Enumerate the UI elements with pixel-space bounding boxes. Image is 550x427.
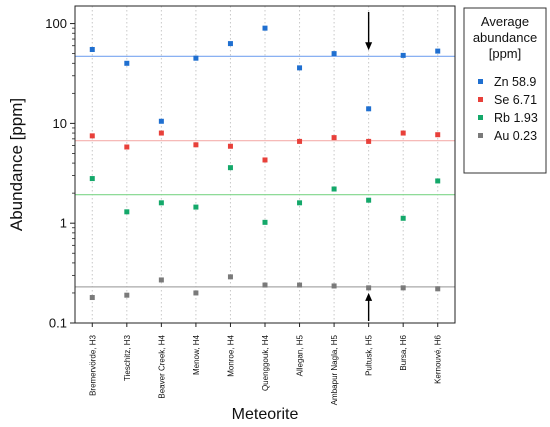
- point-au: [158, 277, 164, 283]
- point-se: [89, 133, 95, 139]
- point-zn: [262, 25, 268, 31]
- point-au: [89, 295, 95, 301]
- point-se: [262, 157, 268, 163]
- x-tick-label: Ambapur Nagla, H5: [330, 334, 339, 405]
- y-tick-label: 10: [53, 116, 67, 131]
- y-tick-label: 100: [45, 16, 67, 31]
- legend-marker-zn: [478, 79, 483, 84]
- point-zn: [227, 41, 233, 47]
- x-axis-label: Meteorite: [232, 406, 299, 423]
- legend-title: [ppm]: [489, 46, 522, 61]
- point-zn: [89, 46, 95, 52]
- y-tick-label: 1: [60, 216, 67, 231]
- legend-label-se: Se 6.71: [494, 93, 537, 107]
- y-axis: 0.1 1 10 100: [45, 16, 75, 331]
- y-axis-label: Abundance [ppm]: [7, 98, 26, 231]
- point-au: [262, 282, 268, 288]
- point-rb: [297, 200, 303, 206]
- point-rb: [366, 197, 372, 203]
- point-se: [366, 138, 372, 144]
- point-au: [297, 282, 303, 288]
- point-rb: [89, 176, 95, 182]
- point-se: [124, 144, 130, 150]
- point-rb: [158, 200, 164, 206]
- point-au: [227, 274, 233, 280]
- point-se: [435, 132, 441, 138]
- point-zn: [297, 65, 303, 71]
- x-tick-label: Beaver Creek, H4: [157, 334, 166, 398]
- point-se: [193, 142, 199, 148]
- point-rb: [227, 165, 233, 171]
- legend-label-au: Au 0.23: [494, 129, 537, 143]
- grid-lines: [91, 6, 439, 323]
- x-tick-label: Tieschitz, H3: [123, 334, 132, 380]
- point-rb: [400, 215, 406, 221]
- point-se: [158, 130, 164, 136]
- arrow-up-head: [365, 292, 373, 301]
- point-rb: [435, 178, 441, 184]
- point-zn: [158, 118, 164, 124]
- x-tick-label: Menow, H4: [192, 334, 201, 375]
- point-zn: [124, 60, 130, 66]
- x-tick-label: Monroe, H4: [226, 334, 235, 376]
- point-se: [400, 130, 406, 136]
- x-tick-label: Kernouvé, H6: [434, 334, 443, 383]
- x-tick-label: Bremervörde, H3: [88, 334, 97, 395]
- y-tick-label: 0.1: [49, 316, 67, 331]
- point-rb: [193, 204, 199, 210]
- point-au: [435, 286, 441, 292]
- legend-marker-rb: [478, 115, 483, 120]
- legend-label-zn: Zn 58.9: [494, 75, 536, 89]
- legend-label-rb: Rb 1.93: [494, 111, 538, 125]
- point-au: [124, 292, 130, 298]
- annotation-arrows: [365, 12, 373, 321]
- legend-title: Average: [481, 14, 529, 29]
- point-rb: [331, 186, 337, 192]
- point-rb: [262, 219, 268, 225]
- x-tick-label: Bursa, H6: [399, 334, 408, 370]
- data-points: [89, 25, 441, 301]
- point-zn: [193, 55, 199, 61]
- legend-marker-se: [478, 97, 483, 102]
- x-axis: Bremervörde, H3 Tieschitz, H3 Beaver Creek…: [88, 323, 443, 405]
- point-se: [331, 135, 337, 141]
- arrow-down-head: [365, 42, 373, 51]
- x-tick-label: Pultusk, H5: [365, 334, 374, 375]
- point-se: [227, 143, 233, 149]
- point-au: [366, 285, 372, 291]
- point-au: [193, 290, 199, 296]
- point-rb: [124, 209, 130, 215]
- legend-box: [463, 7, 547, 174]
- point-zn: [400, 52, 406, 58]
- point-au: [400, 285, 406, 291]
- point-zn: [331, 51, 337, 57]
- point-se: [297, 138, 303, 144]
- legend-title: abundance: [473, 30, 537, 45]
- x-tick-label: Quenggouk, H4: [261, 334, 270, 391]
- point-zn: [435, 48, 441, 54]
- legend-marker-au: [478, 133, 483, 138]
- x-tick-label: Allegan, H5: [296, 334, 305, 376]
- point-au: [331, 283, 337, 289]
- point-zn: [366, 106, 372, 112]
